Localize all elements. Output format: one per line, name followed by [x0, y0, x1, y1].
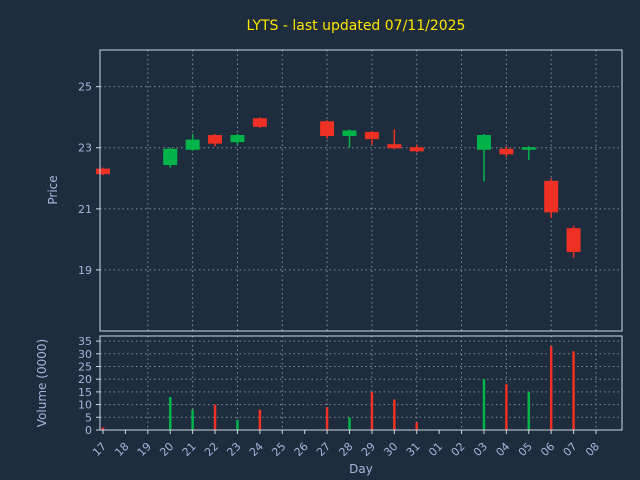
volume-bar-23: [236, 419, 239, 430]
x-tick-label: 21: [180, 440, 199, 459]
price-tick-label: 25: [78, 81, 92, 94]
candle-31: [409, 144, 424, 153]
volume-bar-04: [505, 384, 508, 430]
x-tick-label: 04: [493, 440, 512, 459]
x-tick-label: 05: [516, 440, 535, 459]
volume-bar-17: [101, 427, 105, 430]
x-tick-label: 27: [314, 440, 333, 459]
x-tick-label: 29: [359, 440, 378, 459]
x-tick-label: 30: [381, 440, 400, 459]
x-tick-label: 31: [404, 440, 423, 459]
x-tick-label: 25: [269, 440, 288, 459]
candle-21: [185, 133, 200, 151]
volume-bar-24: [258, 409, 262, 430]
x-tick-label: 19: [135, 440, 154, 459]
axes-spines: [99, 49, 623, 431]
volume-bar-07: [572, 351, 575, 430]
x-tick-label: 08: [583, 440, 602, 459]
candle-06: [544, 178, 559, 218]
candle-29: [364, 130, 379, 145]
volume-bar-29: [370, 391, 374, 430]
candle-20: [163, 147, 178, 168]
candle-04: [499, 146, 514, 157]
volume-tick-label: 5: [85, 411, 92, 424]
candle-03: [476, 133, 491, 182]
price-tick-label: 21: [78, 203, 92, 216]
candle-17: [96, 167, 110, 176]
volume-tick-label: 15: [78, 386, 92, 399]
volume-tick-label: 30: [78, 348, 92, 361]
x-tick-label: 26: [292, 440, 311, 459]
volume-bar-27: [325, 407, 329, 430]
chart-title: LYTS - last updated 07/11/2025: [247, 18, 466, 34]
volume-tick-label: 10: [78, 399, 92, 412]
candle-22: [208, 133, 223, 147]
x-tick-label: 03: [471, 440, 490, 459]
volume-bar-03: [482, 379, 486, 430]
volume-bar-31: [415, 422, 418, 430]
x-axis-label: Day: [349, 462, 373, 476]
gridlines: [100, 50, 622, 430]
x-tick-label: 01: [426, 440, 445, 459]
price-tick-label: 23: [78, 142, 92, 155]
volume-bar-05: [527, 391, 531, 430]
volume-bar-06: [549, 346, 553, 430]
volume-tick-label: 0: [85, 424, 92, 437]
candle-07: [566, 225, 581, 258]
candle-28: [342, 129, 357, 148]
candle-30: [387, 129, 402, 150]
volume-bar-22: [213, 404, 217, 430]
volume-bars: [101, 346, 575, 430]
x-tick-label: 07: [561, 440, 580, 459]
volume-tick-label: 25: [78, 360, 92, 373]
x-tick-label: 17: [90, 440, 109, 459]
x-tick-label: 20: [157, 440, 176, 459]
volume-bar-21: [191, 409, 194, 430]
x-tick-label: 22: [202, 440, 221, 459]
x-tick-label: 18: [112, 440, 131, 459]
volume-tick-label: 35: [78, 335, 92, 348]
volume-tick-label: 20: [78, 373, 92, 386]
volume-bar-30: [393, 399, 396, 430]
candle-27: [320, 120, 335, 139]
price-tick-label: 19: [78, 264, 92, 277]
volume-bar-28: [348, 417, 351, 430]
price-axis-label: Price: [46, 175, 60, 204]
candle-05: [521, 146, 536, 160]
x-tick-label: 23: [224, 440, 243, 459]
x-tick-label: 28: [337, 440, 356, 459]
x-tick-label: 06: [538, 440, 557, 459]
volume-axis-label: Volume (0000): [35, 339, 49, 427]
x-tick-label: 02: [449, 440, 468, 459]
volume-bar-20: [168, 396, 172, 430]
candle-23: [230, 133, 245, 145]
x-tick-label: 24: [247, 440, 266, 459]
candles: [96, 117, 581, 258]
candle-24: [252, 117, 267, 128]
